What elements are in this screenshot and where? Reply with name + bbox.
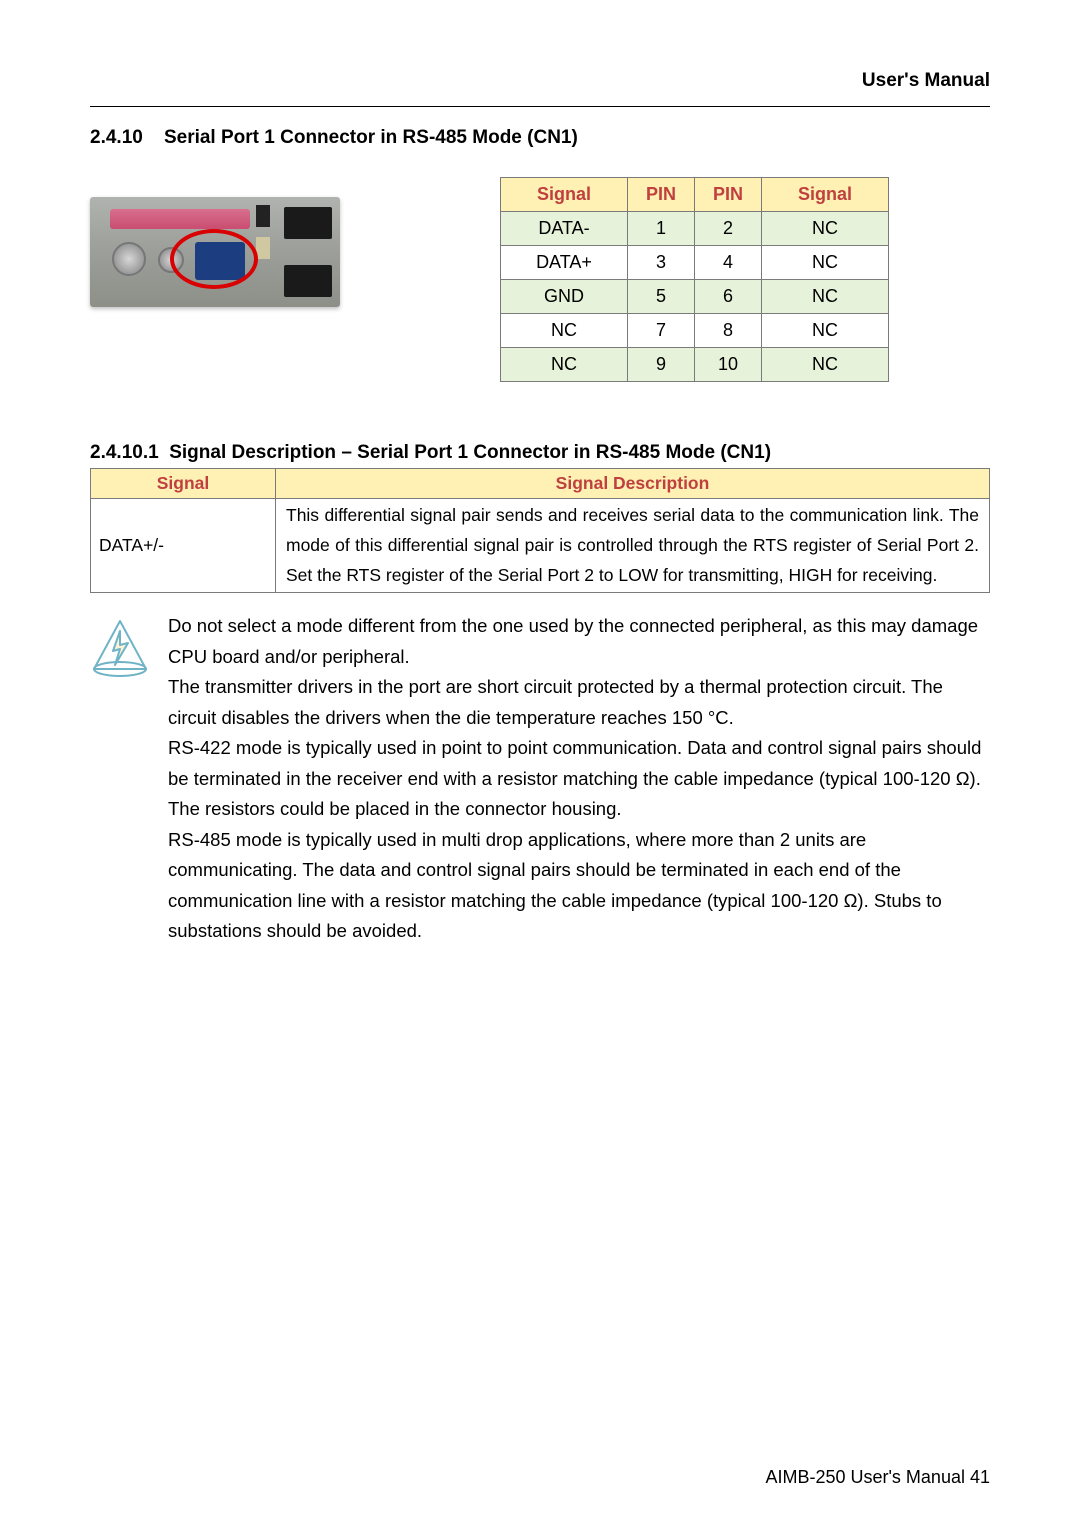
page-footer: AIMB-250 User's Manual 41	[765, 1467, 990, 1488]
motherboard-illustration	[90, 197, 340, 307]
subsection-number: 2.4.10.1	[90, 442, 159, 463]
table-cell: 5	[628, 280, 695, 314]
note-paragraph: RS-485 mode is typically used in multi d…	[168, 825, 990, 947]
table-cell: 4	[695, 246, 762, 280]
table-row: DATA+34NC	[501, 246, 889, 280]
note-paragraph: The transmitter drivers in the port are …	[168, 672, 990, 733]
signal-name: DATA+/-	[91, 499, 276, 593]
table-cell: NC	[762, 246, 889, 280]
col-signal-right: Signal	[762, 178, 889, 212]
subsection-title: 2.4.10.1 Signal Description – Serial Por…	[90, 442, 990, 464]
col-signal-left: Signal	[501, 178, 628, 212]
table-cell: NC	[762, 280, 889, 314]
table-cell: 8	[695, 314, 762, 348]
table-cell: 1	[628, 212, 695, 246]
page: User's Manual 2.4.10 Serial Port 1 Conne…	[0, 0, 1080, 1528]
port-black	[284, 207, 332, 239]
table-cell: 2	[695, 212, 762, 246]
table-row: DATA-12NC	[501, 212, 889, 246]
table-row: NC78NC	[501, 314, 889, 348]
section-number: 2.4.10	[90, 127, 143, 148]
warning-icon	[90, 611, 150, 688]
table-header-row: Signal PIN PIN Signal	[501, 178, 889, 212]
table-cell: NC	[501, 314, 628, 348]
table-cell: 9	[628, 348, 695, 382]
row-pinout: Signal PIN PIN Signal DATA-12NCDATA+34NC…	[90, 177, 990, 382]
table-cell: 3	[628, 246, 695, 280]
port-mini	[256, 237, 270, 259]
table-header-row: Signal Signal Description	[91, 469, 990, 499]
table-cell: 7	[628, 314, 695, 348]
note-paragraph: RS-422 mode is typically used in point t…	[168, 733, 990, 825]
signal-description: This differential signal pair sends and …	[276, 499, 990, 593]
table-row: DATA+/- This differential signal pair se…	[91, 499, 990, 593]
table-cell: NC	[501, 348, 628, 382]
port-round	[112, 242, 146, 276]
header-title: User's Manual	[90, 70, 990, 92]
pin-table: Signal PIN PIN Signal DATA-12NCDATA+34NC…	[500, 177, 889, 382]
table-cell: 10	[695, 348, 762, 382]
table-cell: GND	[501, 280, 628, 314]
col-signal: Signal	[91, 469, 276, 499]
board-image	[90, 177, 460, 307]
col-pin-right: PIN	[695, 178, 762, 212]
note-text: Do not select a mode different from the …	[168, 611, 990, 947]
note-paragraph: Do not select a mode different from the …	[168, 611, 990, 672]
port-black	[284, 265, 332, 297]
description-table: Signal Signal Description DATA+/- This d…	[90, 468, 990, 593]
table-cell: NC	[762, 212, 889, 246]
subsection-heading: Signal Description – Serial Port 1 Conne…	[169, 442, 771, 463]
col-pin-left: PIN	[628, 178, 695, 212]
header-underline	[90, 106, 990, 107]
table-row: NC910NC	[501, 348, 889, 382]
section-title: 2.4.10 Serial Port 1 Connector in RS-485…	[90, 127, 990, 149]
table-cell: NC	[762, 348, 889, 382]
table-row: GND56NC	[501, 280, 889, 314]
port-mini	[256, 205, 270, 227]
table-cell: NC	[762, 314, 889, 348]
table-cell: DATA-	[501, 212, 628, 246]
highlight-circle	[170, 229, 258, 289]
col-description: Signal Description	[276, 469, 990, 499]
table-cell: 6	[695, 280, 762, 314]
note-block: Do not select a mode different from the …	[90, 611, 990, 947]
section-heading: Serial Port 1 Connector in RS-485 Mode (…	[164, 127, 578, 148]
table-cell: DATA+	[501, 246, 628, 280]
